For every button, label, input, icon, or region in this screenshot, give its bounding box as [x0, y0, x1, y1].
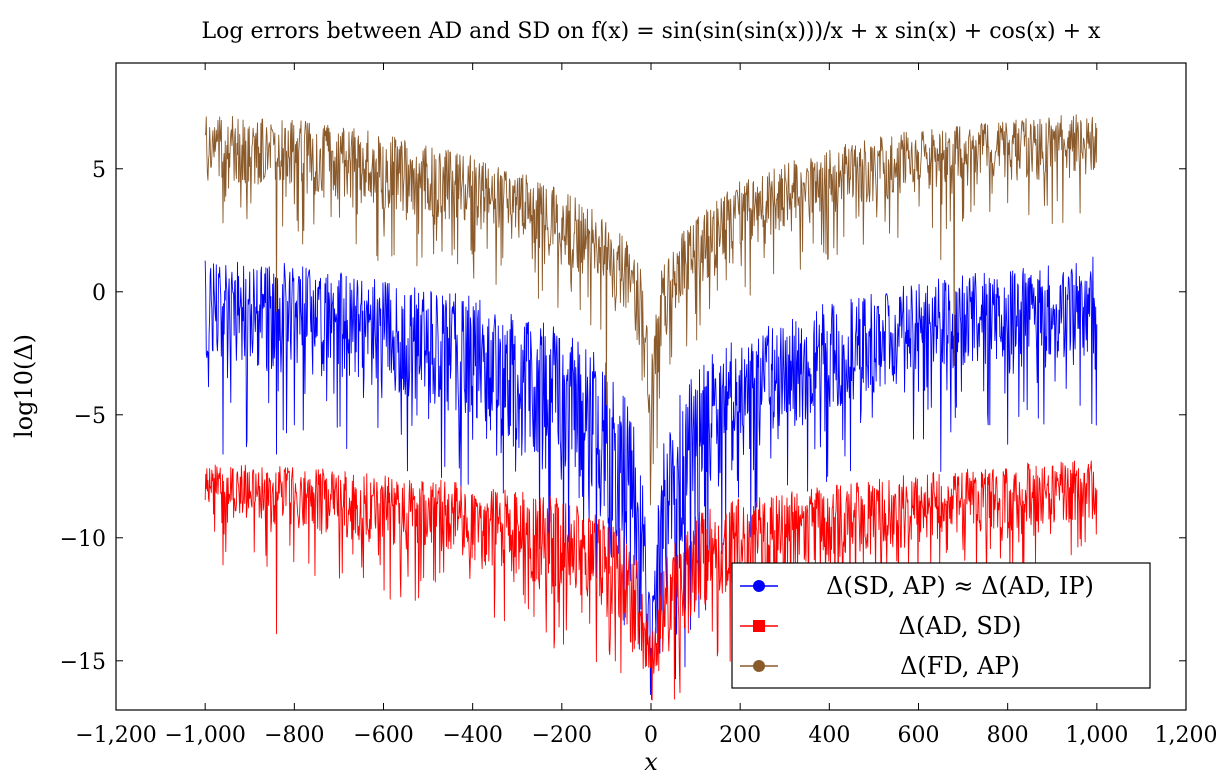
x-tick-label: 400 — [808, 723, 850, 748]
x-tick-label: 1,000 — [1065, 723, 1128, 748]
legend-marker-circle — [753, 580, 765, 592]
legend-label: Δ(SD, AP) ≈ Δ(AD, IP) — [826, 572, 1094, 600]
series-layer — [204, 114, 1098, 701]
legend-label: Δ(FD, AP) — [900, 652, 1020, 680]
legend-entry-1: Δ(SD, AP) ≈ Δ(AD, IP) — [740, 572, 1094, 600]
x-tick-label: 1,200 — [1155, 723, 1218, 748]
x-tick-label: −1,000 — [164, 723, 245, 748]
legend-label: Δ(AD, SD) — [899, 612, 1022, 640]
legend-box — [731, 562, 1151, 689]
x-tick-label: 600 — [898, 723, 940, 748]
x-tick-label: −800 — [264, 723, 324, 748]
legend-marker-circle — [753, 660, 765, 672]
x-tick-label: −400 — [442, 723, 502, 748]
legend-entry-3: Δ(FD, AP) — [740, 652, 1020, 680]
y-tick-label: −5 — [74, 404, 106, 429]
x-tick-label: −600 — [353, 723, 413, 748]
x-tick-label: −1,200 — [75, 723, 156, 748]
x-tick-label: 0 — [644, 723, 658, 748]
chart-title: Log errors between AD and SD on f(x) = s… — [202, 19, 1101, 44]
series-line-3 — [204, 114, 1098, 506]
x-tick-label: −200 — [532, 723, 592, 748]
x-axis-title: x — [644, 748, 658, 776]
x-tick-label: 800 — [987, 723, 1029, 748]
y-tick-label: −10 — [60, 527, 106, 552]
ticks-layer: −1,200 −1,000 −800 −600 −400 −200 0 200 400 600 80… — [60, 63, 1218, 748]
legend-marker-square — [753, 620, 765, 632]
x-tick-label: 200 — [719, 723, 761, 748]
y-tick-label: 0 — [92, 281, 106, 306]
y-tick-label: 5 — [92, 158, 106, 183]
series-line-1 — [204, 256, 1098, 700]
legend: Δ(SD, AP) ≈ Δ(AD, IP) Δ(AD, SD) Δ(FD, AP) — [731, 562, 1151, 689]
series-line-2 — [204, 460, 1098, 701]
y-tick-label: −15 — [60, 650, 106, 675]
legend-entry-2: Δ(AD, SD) — [740, 612, 1021, 640]
y-axis-title: log10(Δ) — [10, 334, 38, 438]
